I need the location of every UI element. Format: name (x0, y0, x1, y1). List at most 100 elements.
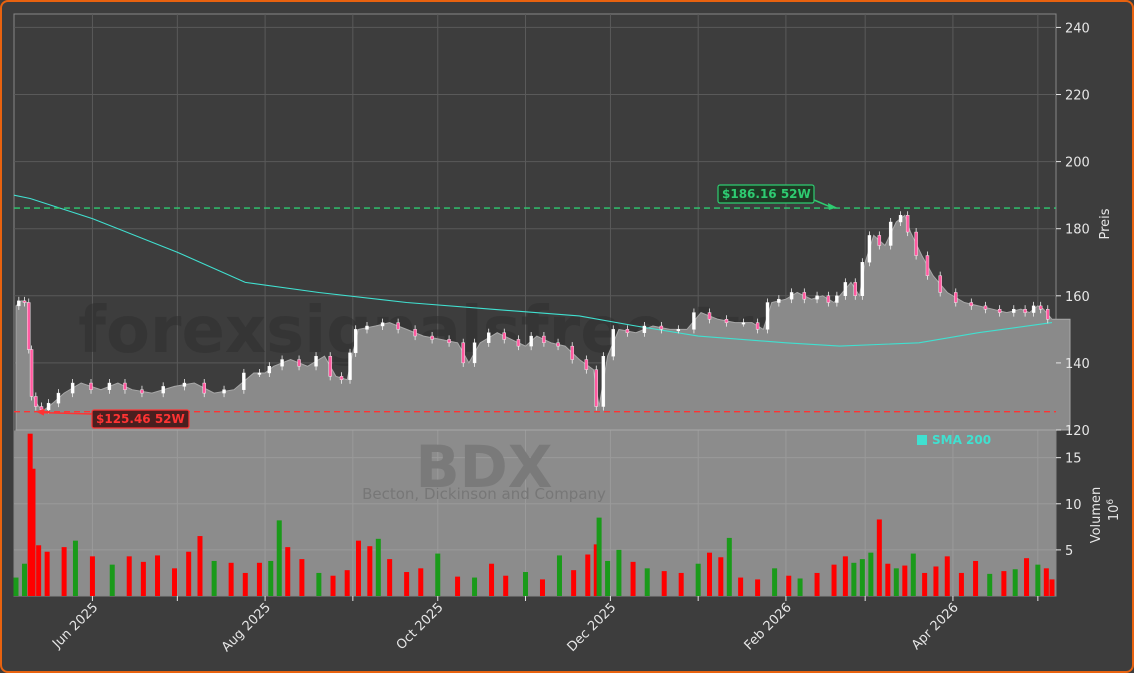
price-tick-label: 240 (1065, 21, 1090, 36)
volume-bar (814, 572, 820, 596)
candle-body (380, 322, 385, 327)
low-arrow (41, 411, 93, 415)
volume-bar (893, 568, 899, 596)
candle-body (328, 355, 332, 377)
candle-body (765, 302, 770, 330)
candle-body (27, 302, 31, 350)
candle-body (161, 386, 165, 394)
volume-bar (285, 547, 291, 596)
low-label-box (91, 409, 190, 429)
volume-bar (1024, 558, 1030, 596)
volume-bar (418, 568, 424, 596)
candle-body (257, 372, 262, 375)
candle-body (983, 305, 988, 310)
candle-body (707, 312, 712, 320)
candle-body (487, 332, 491, 343)
volume-bar (797, 578, 803, 596)
watermark-company: Becton, Dickinson and Company (362, 485, 606, 503)
annotation-high: $186.16 52W (717, 184, 837, 211)
candle-body (853, 282, 857, 297)
volume-bar (922, 572, 928, 596)
candle-body (280, 359, 284, 367)
volume-bar (706, 552, 712, 596)
volume-tick-label: 10 (1065, 498, 1082, 513)
candle-body (202, 382, 206, 394)
candle-body (938, 275, 942, 293)
volume-unit-base: 10 (1107, 505, 1122, 522)
volume-bar (1043, 568, 1049, 596)
candle-body (502, 332, 506, 340)
volume-bar (503, 575, 509, 596)
candle-body (843, 282, 848, 297)
volume-axis-label: Volumen (1089, 487, 1104, 544)
candle-body (925, 255, 930, 276)
volume-bar (89, 556, 95, 596)
volume-bar (1049, 579, 1055, 596)
price-area (15, 214, 1071, 431)
volume-bar (859, 559, 865, 596)
volume-bar (13, 577, 19, 596)
legend-swatch (917, 435, 927, 445)
volume-bar (36, 545, 42, 596)
volume-bar (330, 575, 336, 596)
volume-bar (1035, 564, 1041, 596)
volume-bar (435, 553, 441, 596)
candle-body (1012, 309, 1016, 313)
volume-bar (211, 560, 217, 596)
volume-bar (868, 552, 874, 596)
volume-bar (695, 563, 701, 596)
volume-bar (958, 572, 964, 596)
candle-body (1023, 309, 1027, 313)
price-tick-label: 200 (1065, 156, 1090, 171)
volume-bar (140, 561, 146, 596)
candle-body (642, 325, 647, 333)
volume-unit-exp: 6 (1106, 499, 1116, 505)
candle-body (542, 335, 546, 343)
price-tick-label: 120 (1065, 424, 1090, 439)
volume-bar (885, 563, 891, 596)
volume-bar (616, 549, 622, 596)
candle-body (529, 335, 533, 347)
high-arrowhead (827, 203, 837, 211)
volume-bar (356, 540, 362, 596)
volume-bar (1001, 571, 1007, 596)
candle-body (659, 325, 664, 330)
candle-body (123, 382, 127, 390)
volume-bar (630, 561, 636, 596)
candle-body (29, 349, 34, 397)
volume-bar (973, 560, 979, 596)
volume-bar (27, 433, 33, 596)
candle-body (222, 389, 226, 394)
volume-bar (472, 577, 478, 596)
volume-bar (61, 547, 67, 596)
volume-bar (539, 579, 545, 596)
volume-bar (910, 553, 916, 596)
candle-body (22, 300, 27, 303)
candle-body (242, 372, 246, 390)
volume-axis-ticks: 5 10 15 (1056, 452, 1082, 559)
candle-body (56, 392, 61, 404)
candle-body (741, 322, 746, 325)
candle-body (46, 402, 51, 411)
volume-bar (772, 568, 778, 596)
candle-body (570, 345, 574, 360)
volume-bar (842, 556, 848, 596)
volume-bar (404, 572, 410, 596)
volume-bars (13, 433, 1055, 596)
candle-body (826, 295, 831, 303)
legend: SMA 200 (917, 433, 991, 447)
candle-body (755, 322, 760, 330)
high-arrow (813, 199, 832, 208)
high-label-box (717, 184, 815, 204)
volume-bar (755, 579, 761, 596)
volume-bar (718, 557, 724, 596)
volume-bar (109, 564, 115, 596)
candle-body (584, 359, 589, 370)
price-tick-label: 140 (1065, 357, 1090, 372)
candle-body (17, 300, 21, 307)
candle-body (107, 382, 112, 390)
volume-bar (596, 517, 602, 596)
volume-bar (268, 560, 274, 596)
candle-body (860, 262, 865, 297)
volume-bar (523, 572, 529, 596)
